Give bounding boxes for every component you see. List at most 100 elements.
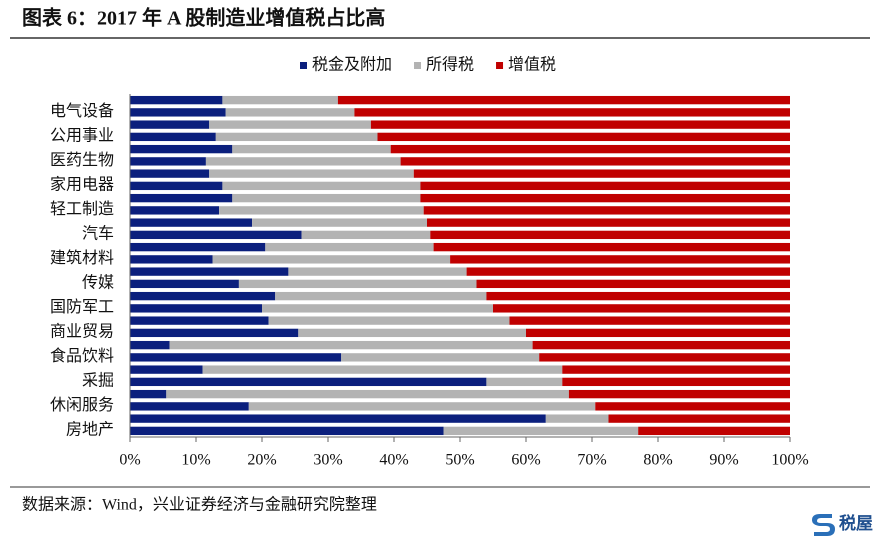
bar-segment (130, 402, 249, 411)
bar-segment (377, 132, 790, 142)
bar-segment (595, 402, 790, 411)
bar-segment (130, 144, 233, 154)
bar-segment (212, 255, 451, 264)
bar-segment (130, 353, 342, 362)
y-tick-label: 采掘 (82, 372, 114, 390)
x-tick-label: 60% (511, 452, 540, 469)
bar-segment (268, 316, 510, 325)
x-tick-label: 70% (577, 452, 606, 469)
bar-segment (427, 218, 790, 227)
bar-segment (608, 414, 790, 423)
bar-segment (493, 304, 790, 313)
bar-segment (232, 193, 421, 203)
bar-segment (413, 169, 790, 178)
bar-segment (219, 206, 424, 215)
y-tick-label: 电气设备 (50, 102, 114, 120)
watermark: 税屋 (812, 513, 873, 536)
bar-segment (166, 389, 569, 399)
bar-segment (232, 144, 391, 154)
bar-segment (225, 108, 355, 117)
bar-segment (130, 242, 266, 252)
bar-segment (248, 402, 596, 411)
bar-segment (130, 267, 289, 276)
bar-segment (430, 230, 790, 240)
bar-segment (215, 132, 378, 142)
bar-segment (130, 389, 167, 399)
bar-segment (400, 157, 790, 166)
bar-segment (526, 328, 790, 338)
bar-segment (222, 181, 421, 191)
bar-segment (130, 132, 216, 142)
watermark-icon (812, 514, 835, 536)
bar-segment (222, 95, 338, 105)
x-tick-label: 40% (379, 452, 408, 469)
x-tick-label: 50% (445, 452, 474, 469)
bar-segment (130, 291, 276, 301)
legend-label: 税金及附加 (312, 56, 392, 74)
chart-title: 图表 6：2017 年 A 股制造业增值税占比高 (22, 6, 385, 30)
bar-segment (252, 218, 427, 227)
bar-segment (130, 108, 226, 117)
bar-segment (130, 193, 233, 203)
bar-segment (130, 414, 546, 423)
bar-segment (130, 169, 210, 178)
y-tick-label: 休闲服务 (50, 396, 114, 414)
bar-segment (169, 340, 533, 350)
bar-segment (288, 267, 467, 276)
x-tick-label: 90% (709, 452, 738, 469)
bar-segment (486, 377, 563, 387)
bar-segment (420, 193, 790, 203)
bar-segment (130, 255, 213, 264)
x-tick-label: 0% (119, 452, 140, 469)
bar-segment (238, 279, 477, 289)
bar-segment (298, 328, 526, 338)
bar-segment (130, 304, 262, 313)
bar-segment (486, 291, 790, 301)
y-tick-label: 公用事业 (50, 127, 114, 145)
bar-segment (337, 95, 790, 105)
bar-segment (130, 230, 302, 240)
x-tick-label: 10% (181, 452, 210, 469)
bar-segment (443, 426, 639, 436)
x-tick-label: 100% (771, 452, 808, 469)
bar-segment (370, 120, 790, 129)
watermark-text: 税屋 (839, 513, 873, 534)
bar-segment (130, 206, 220, 215)
bar-segment (130, 279, 239, 289)
bar-segment (262, 304, 493, 313)
bar-segment (130, 181, 223, 191)
bar-segment (209, 169, 414, 178)
bar-segment (420, 181, 790, 191)
bar-segment (568, 389, 790, 399)
y-tick-label: 家用电器 (50, 176, 114, 194)
bar-segment (450, 255, 790, 264)
bar-segment (130, 218, 253, 227)
bar-segment (466, 267, 790, 276)
bar-segment (130, 120, 210, 129)
bar-segment (130, 316, 269, 325)
bar-segment (545, 414, 609, 423)
bar-segment (130, 157, 206, 166)
bar-segment (638, 426, 790, 436)
bar-segment (423, 206, 790, 215)
bar-segment (130, 426, 444, 436)
bar-segment (202, 365, 563, 374)
bar-segment (130, 377, 487, 387)
bar-segment (130, 328, 299, 338)
bar-segment (205, 157, 401, 166)
bar-segment (275, 291, 487, 301)
y-tick-label: 轻工制造 (50, 200, 114, 218)
legend-swatch (496, 62, 504, 69)
bar-segment (390, 144, 790, 154)
source-note: 数据来源：Wind，兴业证券经济与金融研究院整理 (22, 496, 377, 514)
legend-swatch (414, 62, 422, 69)
y-tick-label: 食品饮料 (50, 347, 114, 365)
legend-swatch (300, 62, 307, 69)
bar-segment (130, 95, 223, 105)
x-tick-label: 20% (247, 452, 276, 469)
y-tick-label: 商业贸易 (50, 323, 114, 341)
y-tick-label: 建筑材料 (50, 249, 114, 267)
y-tick-label: 房地产 (66, 421, 114, 439)
bar-segment (532, 340, 790, 350)
